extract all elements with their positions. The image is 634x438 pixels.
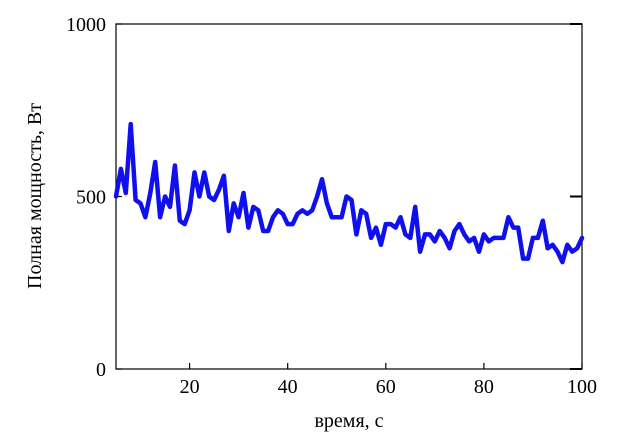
axis-ticks [116,23,583,370]
x-tick-label: 100 [567,376,597,398]
y-axis-title: Полная мощность, Вт [24,103,46,289]
y-tick-label: 500 [76,187,106,209]
y-tick-label: 1000 [66,14,106,36]
x-tick-label: 20 [180,376,200,398]
x-tick-label: 60 [376,376,396,398]
x-tick-label: 80 [474,376,494,398]
x-axis-title: время, с [314,410,383,432]
series-line [113,121,585,265]
series-group [113,121,585,265]
x-tick-label: 40 [278,376,298,398]
y-tick-label: 0 [96,359,106,381]
